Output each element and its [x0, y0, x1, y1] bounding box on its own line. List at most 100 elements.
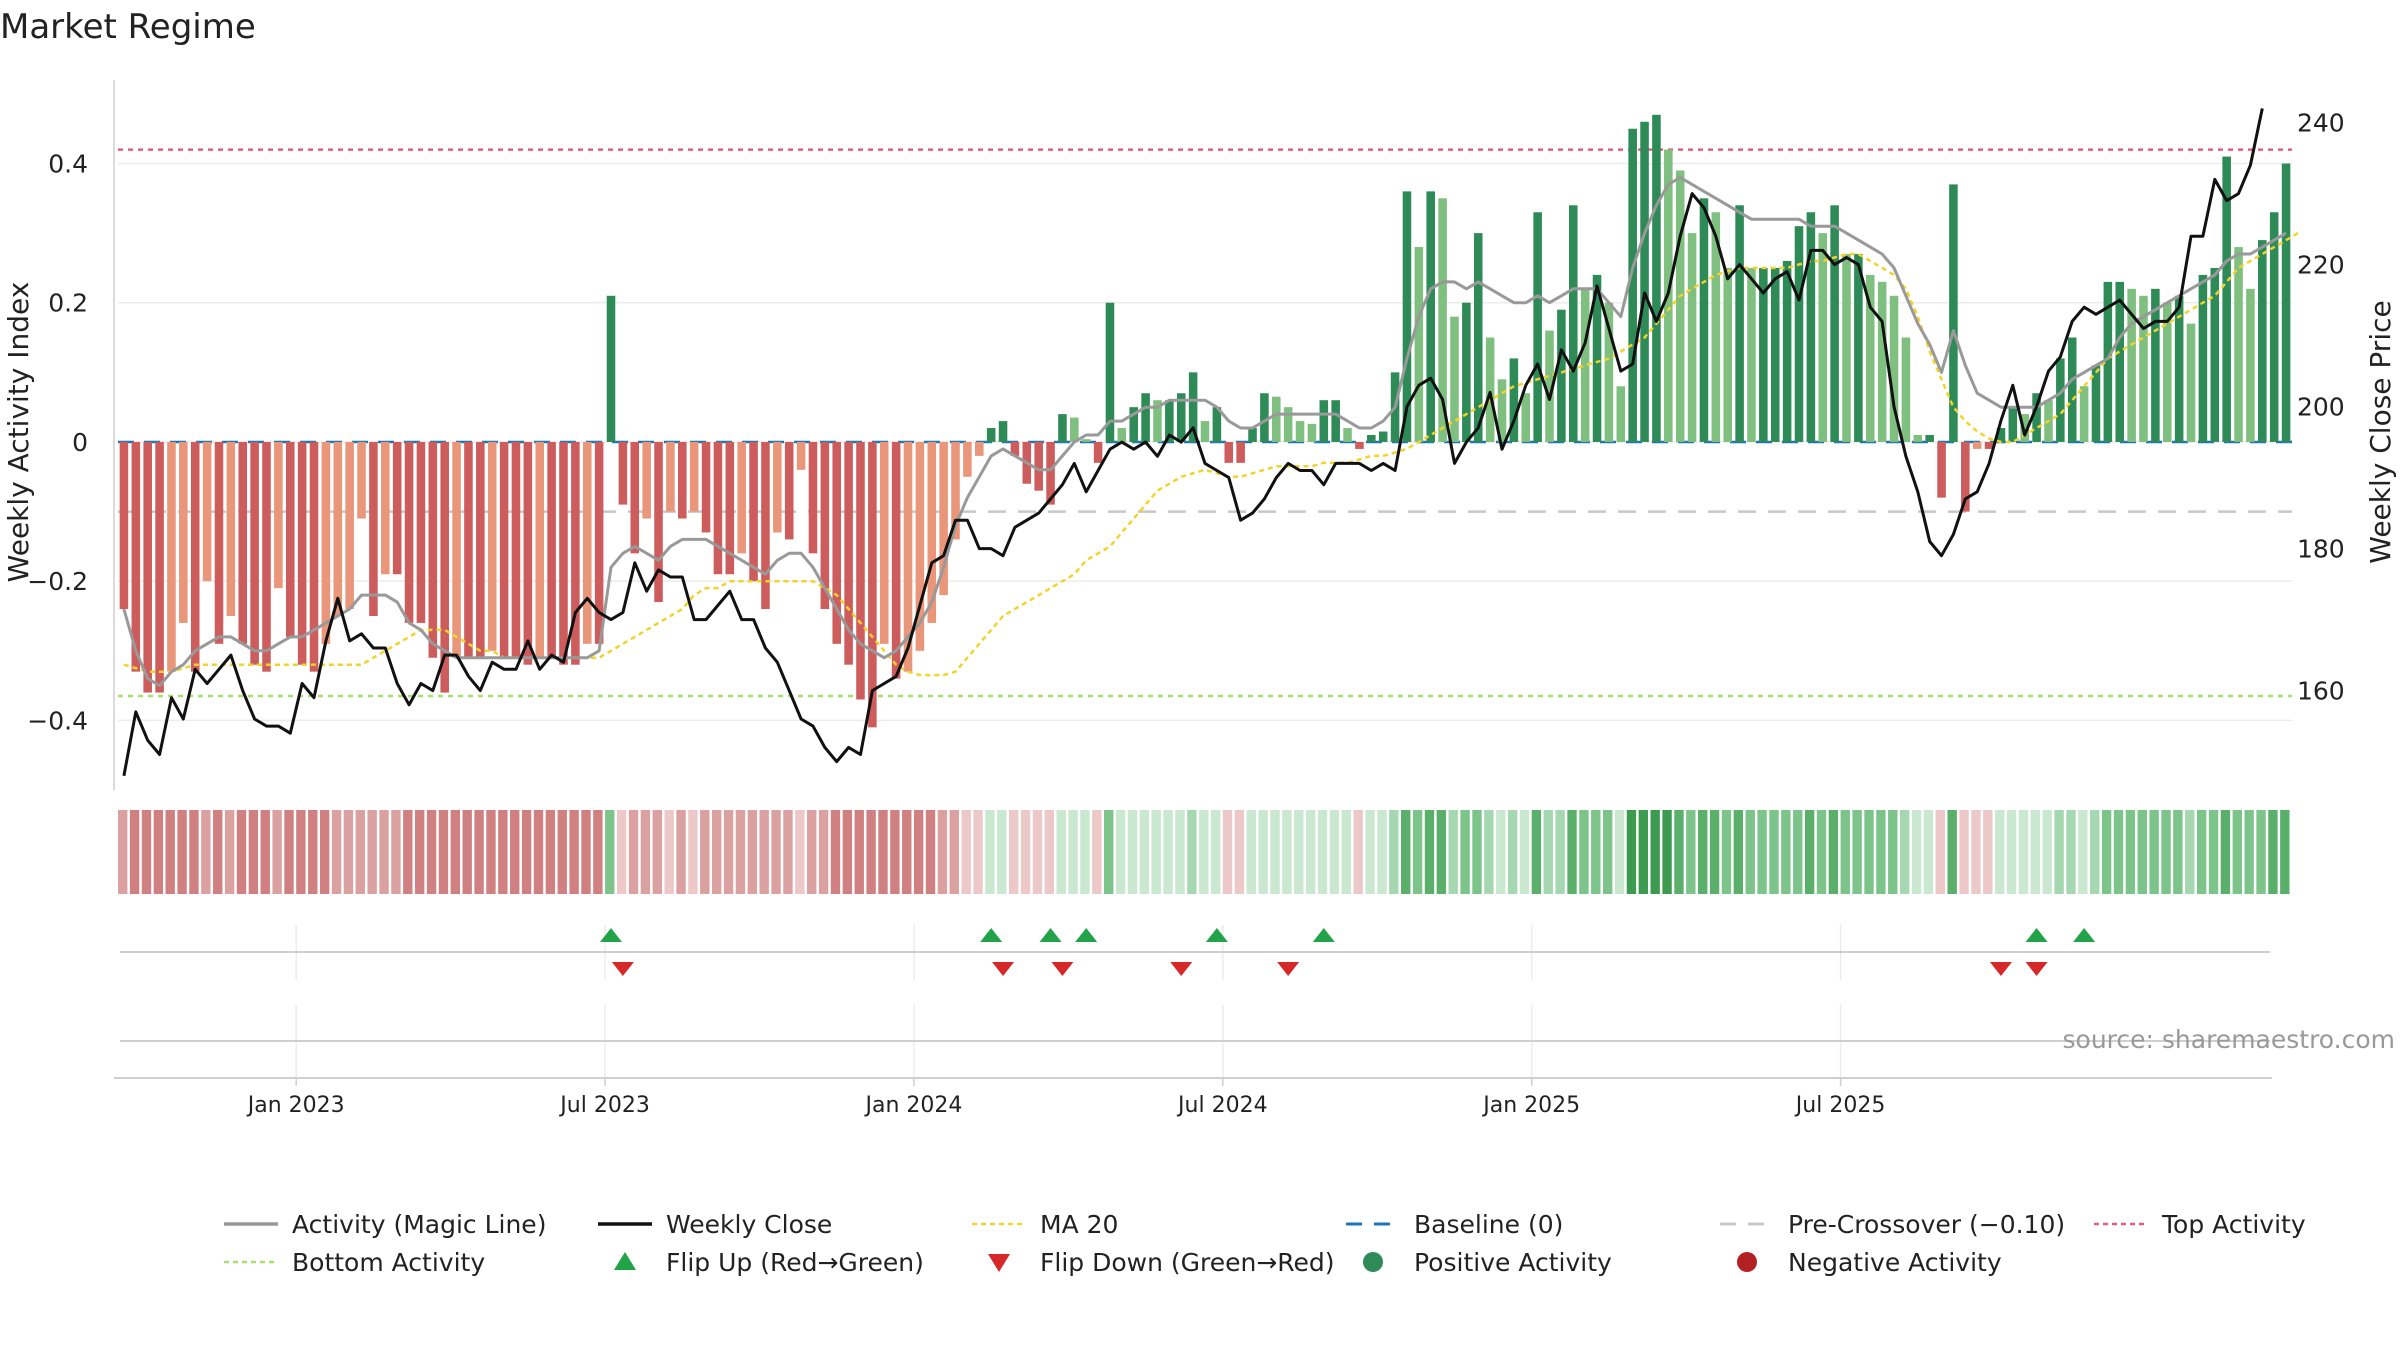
regime-strip-cell [2161, 810, 2171, 894]
activity-bar [547, 441, 556, 658]
right-tick-label: 160 [2297, 677, 2345, 706]
activity-bar [1545, 330, 1554, 442]
activity-bar [1735, 205, 1744, 442]
regime-strip-cell [331, 810, 342, 894]
regime-strip-cell [1365, 810, 1375, 894]
regime-strip-cell [1947, 810, 1957, 894]
regime-strip-cell [949, 810, 959, 894]
regime-strip-cell [1781, 810, 1791, 894]
x-tick-label: Jul 2023 [558, 1093, 650, 1118]
legend-label: Pre-Crossover (−0.10) [1788, 1210, 2065, 1239]
flip-up-marker [600, 928, 623, 942]
activity-bar [559, 441, 568, 665]
activity-bar [2210, 267, 2220, 442]
regime-strip-cell [700, 810, 710, 894]
regime-strip-cell [1104, 810, 1114, 894]
right-tick-label: 200 [2297, 393, 2345, 422]
activity-bar [1913, 435, 1923, 442]
regime-strip-cell [961, 810, 971, 894]
regime-strip-cell [569, 810, 579, 894]
regime-strip-cell [2220, 810, 2231, 894]
activity-bar [1485, 337, 1495, 442]
regime-strip-cell [2137, 810, 2147, 894]
left-tick-label: −0.4 [27, 706, 88, 735]
regime-strip-cell [1139, 810, 1150, 894]
activity-bar [796, 441, 806, 470]
activity-bar [250, 441, 259, 665]
regime-strip-cell [735, 810, 746, 894]
regime-strip-cell [1329, 810, 1340, 894]
activity-bar [1747, 267, 1756, 442]
flip-down-marker [1170, 962, 1193, 976]
regime-strip-cell [1032, 810, 1043, 894]
regime-strip-cell [1531, 810, 1542, 894]
regime-strip-cell [1793, 810, 1803, 894]
regime-strip-cell [557, 810, 567, 894]
regime-strip-cell [1733, 810, 1744, 894]
regime-strip-cell [866, 810, 876, 894]
x-tick-label: Jul 2025 [1794, 1093, 1886, 1118]
regime-strip-cell [1579, 810, 1589, 894]
regime-strip-cell [1389, 810, 1399, 894]
flip-down-marker [611, 962, 634, 976]
activity-bar [1640, 121, 1649, 442]
regime-strip-cell [1626, 810, 1637, 894]
activity-bar [297, 441, 307, 665]
activity-bar [868, 441, 877, 728]
regime-strip-cell [771, 810, 781, 894]
regime-strip-cell [1899, 810, 1910, 894]
x-axis: Jan 2023 Jul 2023 Jan 2024 Jul 2024 Jan 2025… [246, 1078, 1886, 1118]
legend-item: Pre-Crossover (−0.10) [1720, 1210, 2065, 1239]
regime-strip-cell [1519, 810, 1530, 894]
activity-bar [119, 441, 129, 610]
activity-bar [155, 441, 164, 693]
regime-strip-cell [1971, 810, 1981, 894]
regime-strip-cell [925, 810, 936, 894]
regime-strip-cell [1460, 810, 1470, 894]
regime-strip-cell [1317, 810, 1328, 894]
activity-bar [2103, 281, 2113, 442]
activity-bar [1616, 386, 1626, 442]
activity-bar [2020, 414, 2029, 442]
activity-bar [1949, 184, 1958, 442]
source-text: source: sharemaestro.com [2063, 1025, 2396, 1054]
regime-strip-cell [1222, 810, 1233, 894]
activity-bar [1497, 379, 1507, 442]
activity-bar [1794, 226, 1804, 442]
legend-label: Activity (Magic Line) [292, 1210, 546, 1239]
activity-bar [820, 441, 830, 610]
regime-strip-cell [1876, 810, 1886, 894]
regime-strip-cell [1840, 810, 1850, 894]
regime-strip-cell [462, 810, 472, 894]
regime-strip-cell [1995, 810, 2005, 894]
regime-strip-cell [652, 810, 662, 894]
activity-bar [998, 421, 1008, 442]
regime-strip-cell [890, 810, 900, 894]
regime-strip-cell [1353, 810, 1363, 894]
x-tick-label: Jan 2025 [1481, 1093, 1580, 1118]
regime-strip-cell [664, 810, 674, 894]
regime-strip-cell [1888, 810, 1898, 894]
regime-strip-cell [1341, 810, 1351, 894]
activity-bar [1367, 435, 1376, 442]
activity-bar [345, 441, 354, 610]
activity-bar [1711, 212, 1721, 442]
activity-bar [167, 441, 176, 672]
regime-strip-cell [878, 810, 888, 894]
activity-bar [1402, 191, 1412, 442]
flip-up-marker [1312, 928, 1335, 942]
regime-strip-cell [1044, 810, 1055, 894]
regime-strip-cell [2054, 810, 2064, 894]
regime-strip-cell [759, 810, 769, 894]
activity-bar [499, 441, 509, 658]
regime-strip-cell [1698, 810, 1708, 894]
activity-bar [202, 441, 212, 582]
activity-bar [1438, 198, 1447, 442]
regime-strip-cell [284, 810, 294, 894]
activity-bar [749, 441, 758, 582]
activity-bar [262, 441, 271, 672]
regime-strip-cell [426, 810, 437, 894]
activity-bar [2127, 288, 2136, 442]
activity-bar [1105, 302, 1115, 442]
regime-strip-cell [1507, 810, 1518, 894]
